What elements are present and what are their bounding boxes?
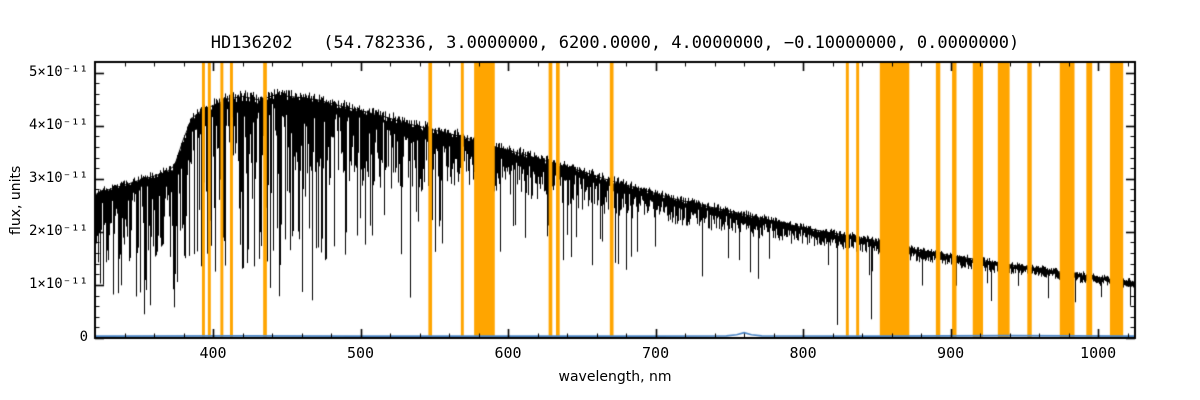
x-axis-title: wavelength, nm [558, 369, 672, 385]
y-axis-title: flux, units [8, 165, 24, 235]
